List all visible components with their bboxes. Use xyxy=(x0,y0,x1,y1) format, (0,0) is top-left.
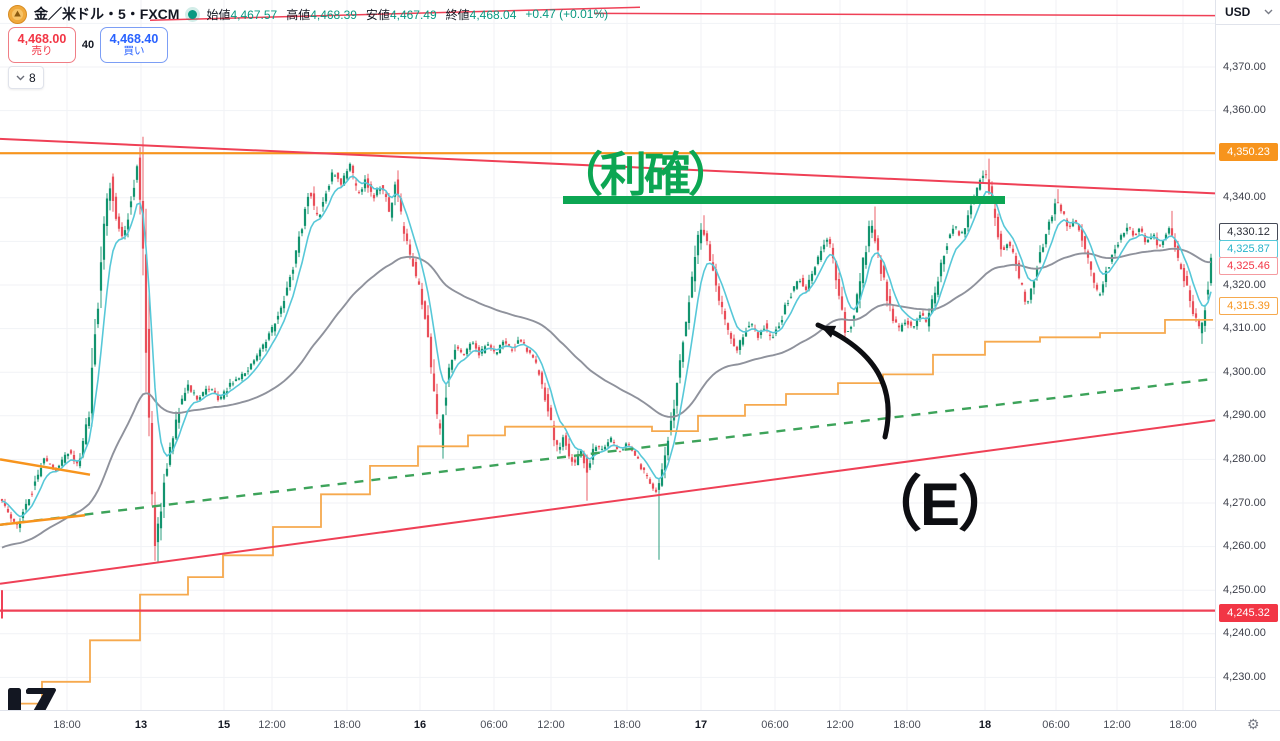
price-axis[interactable]: USD 4,370.00 4,360.00 4,340.00 4,320.00 4,31… xyxy=(1215,0,1280,710)
price-label-badge: 4,325.46 xyxy=(1219,257,1278,275)
left-orange-seg-b[interactable] xyxy=(0,513,86,527)
price-label-badge: 4,350.23 xyxy=(1219,143,1278,161)
chip-value: 8 xyxy=(29,70,36,85)
change-value: +0.47 (+0.01%) xyxy=(525,7,609,21)
price-label-badge: 4,245.32 xyxy=(1219,604,1278,622)
down-candle-bodies xyxy=(0,157,1201,546)
time-tick: 12:00 xyxy=(258,719,286,731)
chevron-down-icon xyxy=(1264,9,1273,15)
market-status-dot[interactable] xyxy=(188,9,198,19)
time-tick: 12:00 xyxy=(826,719,854,731)
high-label: 高値 xyxy=(286,7,311,22)
currency-label: USD xyxy=(1225,5,1251,19)
step-indicator-line xyxy=(11,319,1213,710)
gear-icon[interactable]: ⚙ xyxy=(1247,716,1260,732)
time-tick-day: 15 xyxy=(217,719,231,731)
time-tick-day: 16 xyxy=(413,719,427,731)
symbol-header: 金／米ドル・5・FXCM 始値4,467.57 高値4,468.39 安値4,4… xyxy=(8,4,608,24)
buy-price: 4,468.40 xyxy=(109,31,159,46)
entry-arrow xyxy=(815,322,891,440)
price-label-badge: 4,315.39 xyxy=(1219,297,1278,315)
entry-annotation: （E） xyxy=(862,471,1018,538)
price-tick: 4,320.00 xyxy=(1223,278,1266,291)
price-tick: 4,310.00 xyxy=(1223,322,1266,335)
take-profit-annotation: （利確） xyxy=(556,148,735,201)
entry-arrow-head xyxy=(819,325,837,338)
time-tick: 12:00 xyxy=(537,719,565,731)
price-tick: 4,290.00 xyxy=(1223,409,1266,422)
price-tick: 4,340.00 xyxy=(1223,191,1266,204)
time-tick: 18:00 xyxy=(333,719,361,731)
time-axis[interactable]: 18:00 13 15 12:00 18:00 16 06:00 12:00 18:00 17 06… xyxy=(0,710,1280,741)
price-label-badge: 4,330.12 xyxy=(1219,223,1278,241)
fast-ma-line xyxy=(1,175,1212,518)
time-tick: 06:00 xyxy=(761,719,789,731)
tradingview-logo[interactable] xyxy=(8,686,96,721)
buy-label: 買い xyxy=(123,45,145,58)
price-label-badge: 4,325.87 xyxy=(1219,240,1278,258)
price-tick: 4,280.00 xyxy=(1223,452,1266,465)
close-value: 4,468.04 xyxy=(469,7,517,22)
take-profit-underline xyxy=(563,196,1005,204)
spread-value: 40 xyxy=(81,39,95,51)
time-tick: 18:00 xyxy=(613,719,641,731)
ohlc-row: 始値4,467.57 高値4,468.39 安値4,467.49 終値4,468… xyxy=(206,6,608,23)
left-orange-seg-a[interactable] xyxy=(0,458,91,476)
trade-buttons: 4,468.00 売り 40 4,468.40 買い xyxy=(8,27,168,63)
rising-support-channel[interactable] xyxy=(0,419,1215,585)
descending-resistance[interactable] xyxy=(0,137,1215,195)
candle-count-chip[interactable]: 8 xyxy=(8,66,44,89)
close-label: 終値 xyxy=(445,7,470,22)
open-value: 4,467.57 xyxy=(230,7,278,22)
time-tick: 06:00 xyxy=(480,719,508,731)
low-value: 4,467.49 xyxy=(389,7,437,22)
slow-ma-line xyxy=(1,247,1212,549)
price-tick: 4,370.00 xyxy=(1223,60,1266,73)
upper-line-b[interactable] xyxy=(593,12,1215,17)
time-tick: 12:00 xyxy=(1103,719,1131,731)
price-tick: 4,270.00 xyxy=(1223,496,1266,509)
sell-price: 4,468.00 xyxy=(17,31,67,46)
price-tick: 4,300.00 xyxy=(1223,365,1266,378)
open-label: 始値 xyxy=(206,7,231,22)
sell-label: 売り xyxy=(31,45,53,58)
time-tick: 18:00 xyxy=(53,719,81,731)
time-tick: 18:00 xyxy=(893,719,921,731)
time-tick-day: 18 xyxy=(978,719,992,731)
sell-button[interactable]: 4,468.00 売り xyxy=(8,27,76,63)
price-tick: 4,360.00 xyxy=(1223,104,1266,117)
chevron-down-icon xyxy=(16,75,25,80)
high-value: 4,468.39 xyxy=(310,7,357,22)
price-tick: 4,230.00 xyxy=(1223,670,1266,683)
price-tick: 4,240.00 xyxy=(1223,627,1266,640)
upper-line-a[interactable] xyxy=(149,6,641,22)
time-tick-day: 13 xyxy=(134,719,148,731)
plot-area[interactable] xyxy=(0,0,1215,712)
price-tick: 4,250.00 xyxy=(1223,583,1266,596)
time-tick-day: 17 xyxy=(694,719,708,731)
time-tick: 18:00 xyxy=(1169,719,1197,731)
up-candle-bodies xyxy=(18,163,1213,543)
low-label: 安値 xyxy=(365,7,390,22)
time-tick: 06:00 xyxy=(1042,719,1070,731)
buy-button[interactable]: 4,468.40 買い xyxy=(100,27,168,63)
gold-coin-icon xyxy=(8,4,27,24)
price-tick: 4,260.00 xyxy=(1223,540,1266,553)
symbol-title[interactable]: 金／米ドル・5・FXCM xyxy=(34,6,180,22)
up-candle-wicks xyxy=(19,162,1212,562)
currency-selector[interactable]: USD xyxy=(1216,0,1280,25)
